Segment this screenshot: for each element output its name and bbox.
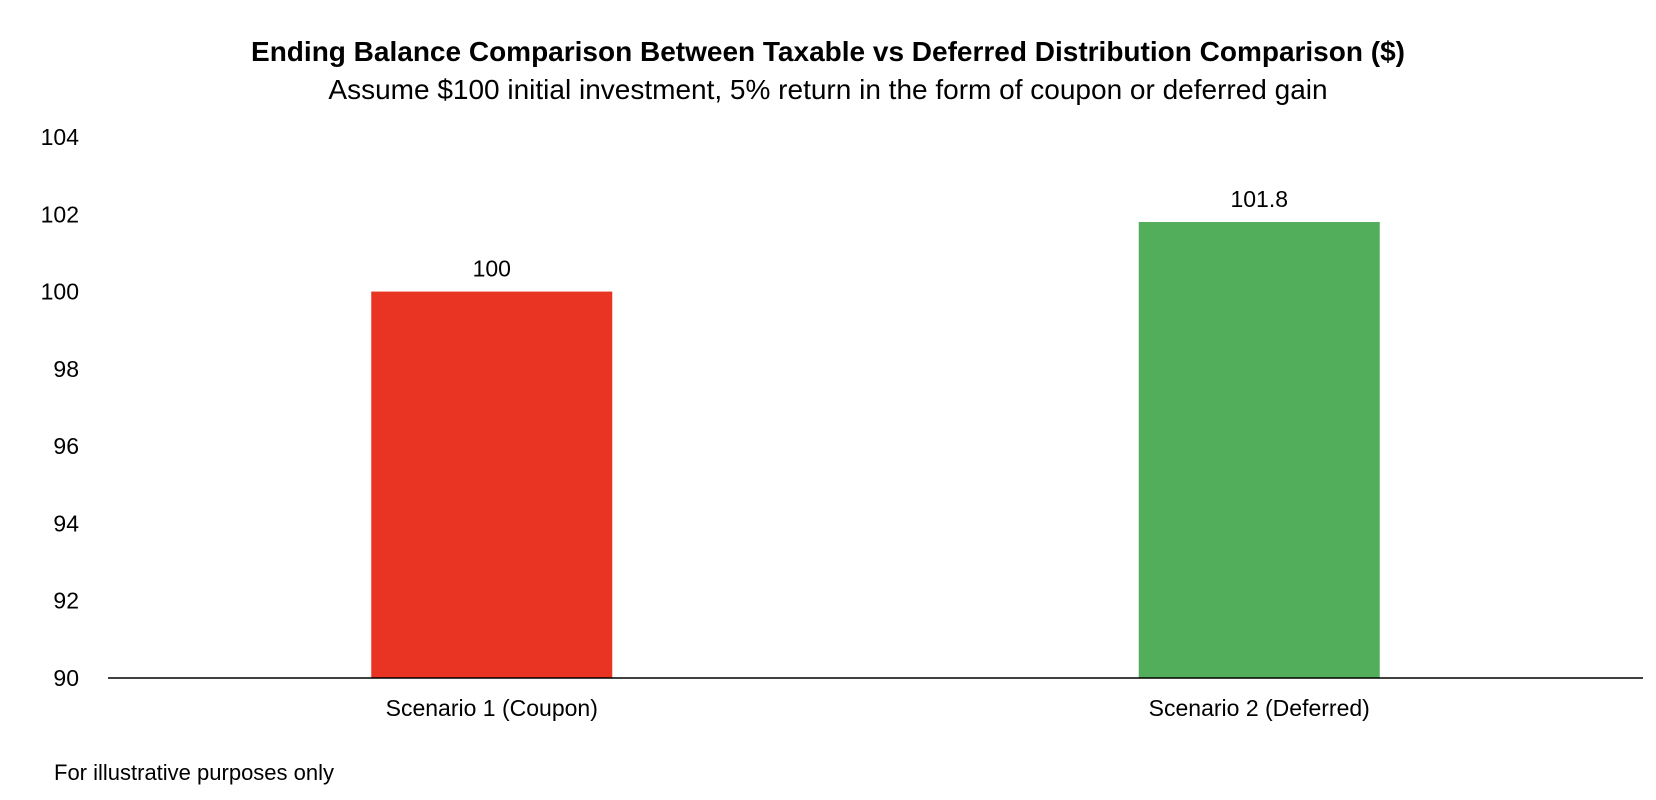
bar xyxy=(1138,222,1380,678)
y-tick-label: 94 xyxy=(53,510,79,536)
footnote: For illustrative purposes only xyxy=(54,760,335,785)
y-tick-label: 96 xyxy=(53,433,79,459)
y-tick-label: 92 xyxy=(53,588,79,614)
y-tick-label: 98 xyxy=(53,356,79,382)
chart-title: Ending Balance Comparison Between Taxabl… xyxy=(251,36,1405,67)
x-axis-ticks: Scenario 1 (Coupon) Scenario 2 (Deferred) xyxy=(386,695,1370,721)
y-tick-label: 100 xyxy=(41,279,79,305)
bar xyxy=(371,291,613,678)
chart-subtitle: Assume $100 initial investment, 5% retur… xyxy=(328,74,1328,105)
x-tick-label: Scenario 1 (Coupon) xyxy=(386,695,598,721)
bar-value-label: 101.8 xyxy=(1230,186,1288,212)
x-tick-label: Scenario 2 (Deferred) xyxy=(1149,695,1370,721)
y-tick-label: 104 xyxy=(41,124,80,150)
bars xyxy=(371,222,1380,678)
y-tick-label: 90 xyxy=(53,665,79,691)
data-labels: 100 101.8 xyxy=(473,186,1288,282)
bar-value-label: 100 xyxy=(473,256,511,282)
y-tick-label: 102 xyxy=(41,201,79,227)
y-axis-ticks: 90 92 94 96 98 100 102 104 xyxy=(41,124,80,691)
